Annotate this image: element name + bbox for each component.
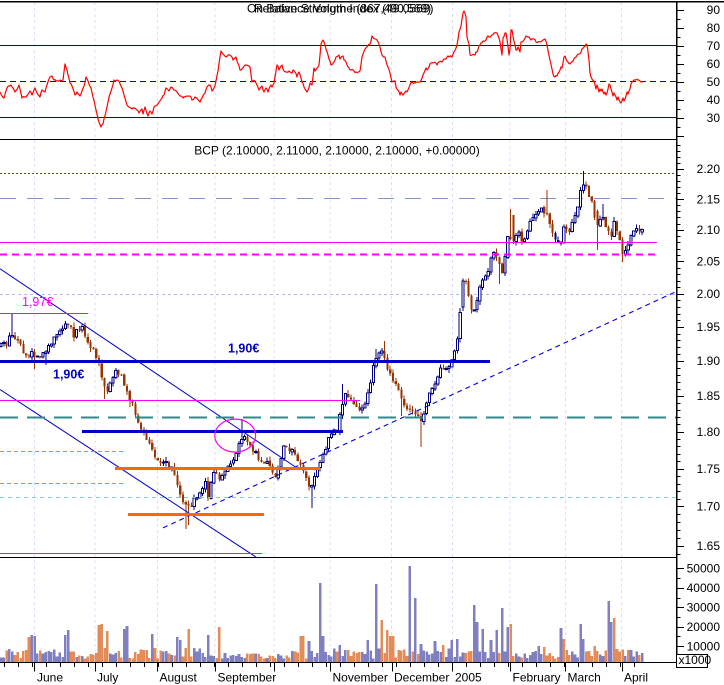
svg-text:August: August [160, 671, 198, 685]
svg-text:x1000: x1000 [679, 653, 712, 667]
svg-text:2005: 2005 [455, 671, 482, 685]
svg-text:2.20: 2.20 [697, 162, 721, 176]
svg-text:Relative Strength Index (49.05: Relative Strength Index (49.0569) [254, 1, 433, 15]
svg-text:1,97€: 1,97€ [22, 295, 53, 309]
svg-text:2.00: 2.00 [697, 287, 721, 301]
svg-text:1.90: 1.90 [697, 354, 721, 368]
svg-text:30: 30 [707, 111, 721, 125]
svg-text:50: 50 [707, 75, 721, 89]
svg-text:1.65: 1.65 [697, 539, 721, 553]
svg-text:70: 70 [707, 39, 721, 53]
svg-text:April: April [624, 671, 648, 685]
svg-text:90: 90 [707, 3, 721, 17]
svg-text:1.75: 1.75 [697, 462, 721, 476]
svg-text:1.70: 1.70 [697, 500, 721, 514]
svg-text:40000: 40000 [687, 581, 721, 595]
svg-text:June: June [37, 671, 63, 685]
svg-text:1.80: 1.80 [697, 425, 721, 439]
svg-text:BCP (2.10000, 2.11000, 2.10000: BCP (2.10000, 2.11000, 2.10000, 2.10000,… [194, 143, 479, 157]
svg-text:On Balance Volume (867,490,569: On Balance Volume (867,490,569) [247, 1, 431, 15]
svg-text:2.05: 2.05 [697, 255, 721, 269]
svg-text:March: March [568, 671, 601, 685]
svg-text:July: July [97, 671, 118, 685]
svg-text:September: September [218, 671, 277, 685]
svg-text:1,90€: 1,90€ [53, 368, 84, 382]
svg-text:80: 80 [707, 21, 721, 35]
svg-text:2.10: 2.10 [697, 223, 721, 237]
svg-text:30000: 30000 [687, 600, 721, 614]
svg-text:50000: 50000 [687, 562, 721, 576]
svg-text:1,90€: 1,90€ [228, 342, 259, 356]
svg-text:1.85: 1.85 [697, 389, 721, 403]
svg-text:February: February [513, 671, 561, 685]
svg-text:10000: 10000 [687, 639, 721, 653]
svg-text:November: November [333, 671, 388, 685]
svg-text:December: December [394, 671, 449, 685]
svg-text:40: 40 [707, 93, 721, 107]
svg-text:2.15: 2.15 [697, 192, 721, 206]
svg-text:1.95: 1.95 [697, 320, 721, 334]
svg-text:20000: 20000 [687, 620, 721, 634]
svg-text:60: 60 [707, 57, 721, 71]
